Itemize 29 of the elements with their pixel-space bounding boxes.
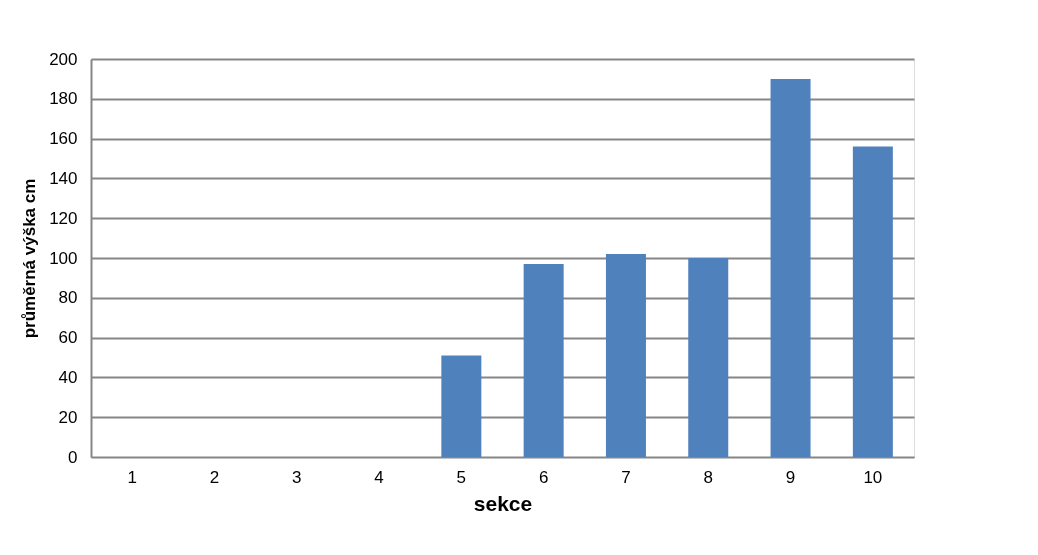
y-tick-label: 0 bbox=[68, 447, 78, 467]
y-tick-label: 100 bbox=[49, 248, 78, 268]
y-tick-label: 60 bbox=[58, 328, 78, 348]
x-tick-label: 1 bbox=[127, 467, 137, 487]
bar bbox=[605, 254, 646, 457]
x-tick-label: 8 bbox=[703, 467, 713, 487]
y-tick-label: 80 bbox=[58, 288, 78, 308]
bar bbox=[852, 146, 893, 457]
bar bbox=[770, 78, 811, 457]
x-tick-label: 2 bbox=[209, 467, 220, 487]
y-tick-label: 180 bbox=[49, 89, 78, 109]
y-tick-label: 160 bbox=[49, 129, 78, 149]
x-tick-label: 4 bbox=[374, 467, 384, 487]
x-tick-label: 5 bbox=[456, 467, 467, 487]
x-tick-label: 10 bbox=[863, 467, 883, 487]
x-tick-label: 7 bbox=[621, 467, 631, 487]
x-tick-label: 6 bbox=[538, 467, 549, 487]
bar bbox=[441, 355, 482, 457]
y-axis-title: průměrná výška cm bbox=[20, 178, 40, 339]
y-tick-label: 20 bbox=[58, 407, 78, 427]
y-tick-label: 200 bbox=[49, 49, 78, 69]
bar bbox=[523, 263, 564, 457]
y-tick-label: 120 bbox=[49, 208, 78, 228]
x-tick-label: 9 bbox=[785, 467, 796, 487]
x-axis-title: sekce bbox=[473, 491, 533, 515]
x-tick-label: 3 bbox=[292, 467, 302, 487]
bar bbox=[688, 258, 729, 457]
y-tick-label: 40 bbox=[58, 367, 78, 387]
y-tick-label: 140 bbox=[49, 168, 78, 188]
